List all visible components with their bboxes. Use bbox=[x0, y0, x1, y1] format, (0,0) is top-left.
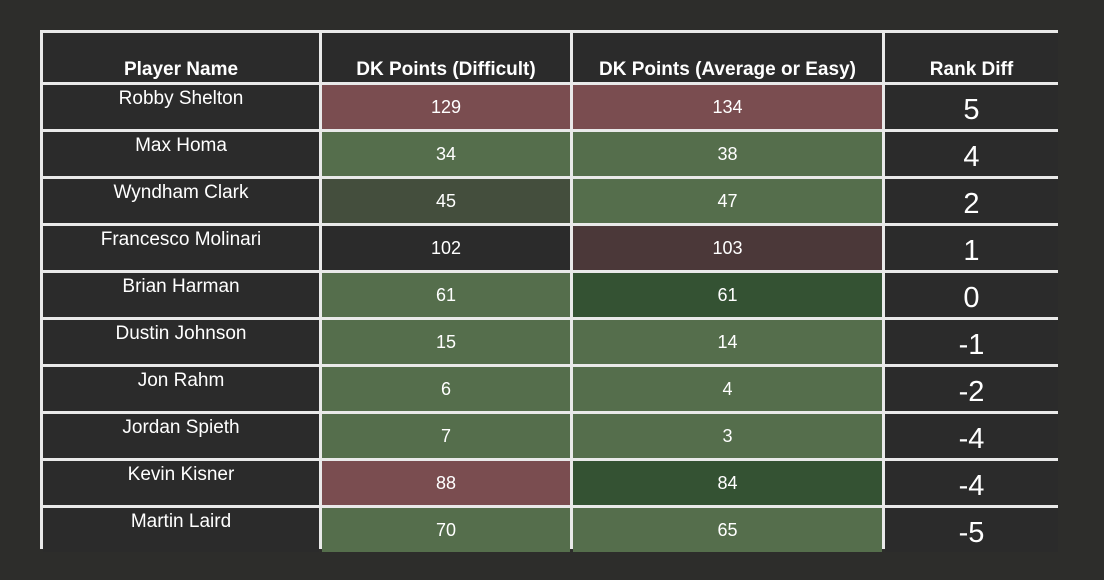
player-name-cell: Wyndham Clark bbox=[43, 179, 319, 223]
average-points-cell: 4 bbox=[573, 367, 882, 411]
rank-diff-cell: -2 bbox=[885, 367, 1058, 411]
rank-diff-cell: 1 bbox=[885, 226, 1058, 270]
difficult-points-cell: 45 bbox=[322, 179, 570, 223]
rank-diff-cell: 4 bbox=[885, 132, 1058, 176]
average-points-cell: 38 bbox=[573, 132, 882, 176]
difficult-points-cell: 15 bbox=[322, 320, 570, 364]
average-points-cell: 84 bbox=[573, 461, 882, 505]
player-name-cell: Robby Shelton bbox=[43, 85, 319, 129]
rank-diff-cell: -1 bbox=[885, 320, 1058, 364]
rank-diff-cell: 5 bbox=[885, 85, 1058, 129]
difficult-points-cell: 6 bbox=[322, 367, 570, 411]
average-points-cell: 103 bbox=[573, 226, 882, 270]
difficult-points-cell: 34 bbox=[322, 132, 570, 176]
header-player-name: Player Name bbox=[43, 33, 319, 82]
rank-diff-cell: 0 bbox=[885, 273, 1058, 317]
player-name-cell: Jon Rahm bbox=[43, 367, 319, 411]
average-points-cell: 65 bbox=[573, 508, 882, 552]
difficult-points-cell: 129 bbox=[322, 85, 570, 129]
rank-diff-cell: -4 bbox=[885, 414, 1058, 458]
header-rank-diff: Rank Diff bbox=[885, 33, 1058, 82]
header-dk-points-average: DK Points (Average or Easy) bbox=[573, 33, 882, 82]
average-points-cell: 3 bbox=[573, 414, 882, 458]
player-name-cell: Brian Harman bbox=[43, 273, 319, 317]
header-dk-points-difficult: DK Points (Difficult) bbox=[322, 33, 570, 82]
difficult-points-cell: 70 bbox=[322, 508, 570, 552]
player-name-cell: Francesco Molinari bbox=[43, 226, 319, 270]
rank-diff-cell: 2 bbox=[885, 179, 1058, 223]
player-name-cell: Jordan Spieth bbox=[43, 414, 319, 458]
average-points-cell: 134 bbox=[573, 85, 882, 129]
player-points-table: Player Name DK Points (Difficult) DK Poi… bbox=[40, 30, 1058, 552]
player-name-cell: Max Homa bbox=[43, 132, 319, 176]
difficult-points-cell: 7 bbox=[322, 414, 570, 458]
difficult-points-cell: 88 bbox=[322, 461, 570, 505]
rank-diff-cell: -4 bbox=[885, 461, 1058, 505]
player-name-cell: Kevin Kisner bbox=[43, 461, 319, 505]
average-points-cell: 47 bbox=[573, 179, 882, 223]
difficult-points-cell: 102 bbox=[322, 226, 570, 270]
average-points-cell: 61 bbox=[573, 273, 882, 317]
player-name-cell: Dustin Johnson bbox=[43, 320, 319, 364]
rank-diff-cell: -5 bbox=[885, 508, 1058, 552]
average-points-cell: 14 bbox=[573, 320, 882, 364]
player-name-cell: Martin Laird bbox=[43, 508, 319, 552]
difficult-points-cell: 61 bbox=[322, 273, 570, 317]
